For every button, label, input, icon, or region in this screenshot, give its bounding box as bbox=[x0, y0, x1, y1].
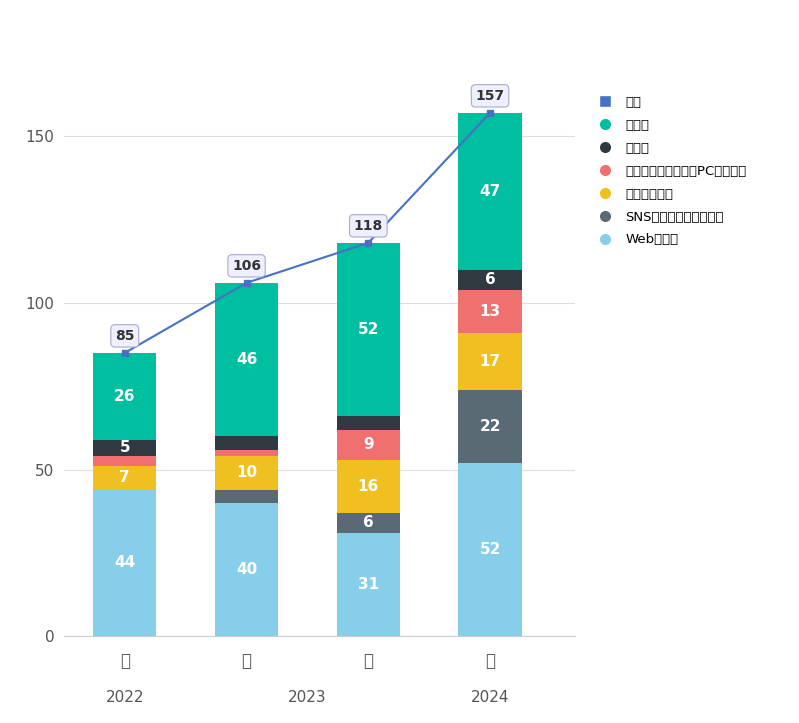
Bar bbox=[459, 289, 522, 333]
Text: 17: 17 bbox=[479, 354, 501, 369]
Bar bbox=[459, 333, 522, 390]
Text: 10: 10 bbox=[236, 466, 257, 480]
Text: 5: 5 bbox=[120, 440, 130, 455]
Bar bbox=[336, 460, 400, 513]
Text: 26: 26 bbox=[114, 389, 136, 403]
Text: 31: 31 bbox=[358, 577, 379, 592]
Bar bbox=[93, 440, 157, 456]
Text: 6: 6 bbox=[363, 515, 374, 531]
Text: 2024: 2024 bbox=[471, 690, 509, 705]
Text: 2022: 2022 bbox=[105, 690, 144, 705]
Text: 106: 106 bbox=[232, 259, 261, 273]
Text: 157: 157 bbox=[475, 89, 505, 103]
Text: 44: 44 bbox=[114, 555, 135, 570]
Legend: 総数, その他, メール, サポート詐欺によるPC遠隔操作, スパム踏み台, SNSアカウント乗っ取り, Webサイト: 総数, その他, メール, サポート詐欺によるPC遠隔操作, スパム踏み台, S… bbox=[587, 91, 752, 252]
Text: 7: 7 bbox=[120, 471, 130, 485]
Bar bbox=[215, 283, 278, 436]
Bar bbox=[215, 503, 278, 636]
Bar bbox=[93, 456, 157, 466]
Bar bbox=[93, 353, 157, 440]
Text: 2023: 2023 bbox=[288, 690, 327, 705]
Text: 13: 13 bbox=[479, 304, 501, 319]
Bar bbox=[93, 466, 157, 489]
Bar bbox=[93, 489, 157, 636]
Bar bbox=[215, 436, 278, 450]
Bar bbox=[336, 429, 400, 460]
Bar bbox=[336, 513, 400, 533]
Bar bbox=[336, 533, 400, 636]
Bar bbox=[459, 113, 522, 270]
Bar bbox=[336, 243, 400, 416]
Text: 16: 16 bbox=[358, 479, 379, 494]
Text: 46: 46 bbox=[236, 352, 257, 367]
Text: 22: 22 bbox=[479, 419, 501, 434]
Text: 47: 47 bbox=[479, 184, 501, 199]
Text: 40: 40 bbox=[236, 562, 257, 577]
Text: 52: 52 bbox=[358, 322, 379, 337]
Bar bbox=[459, 463, 522, 636]
Text: 52: 52 bbox=[479, 542, 501, 557]
Text: 6: 6 bbox=[485, 272, 495, 287]
Bar bbox=[459, 270, 522, 289]
Text: 118: 118 bbox=[354, 219, 383, 233]
Bar bbox=[459, 390, 522, 463]
Bar bbox=[215, 456, 278, 489]
Bar bbox=[215, 450, 278, 456]
Bar bbox=[215, 489, 278, 503]
Bar bbox=[336, 416, 400, 429]
Text: 85: 85 bbox=[115, 329, 134, 343]
Text: 9: 9 bbox=[363, 437, 374, 452]
